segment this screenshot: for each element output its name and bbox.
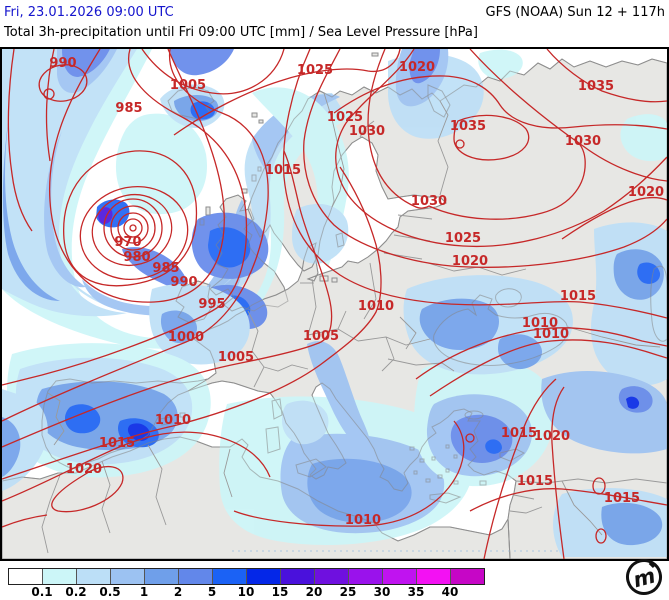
pressure-label: 985 — [115, 101, 142, 116]
logo-circle — [626, 559, 662, 595]
pressure-label: 1010 — [155, 413, 191, 428]
legend-color-cell — [451, 569, 484, 584]
pressure-label: 970 — [114, 235, 141, 250]
legend-threshold: 0.5 — [99, 585, 121, 599]
legend-threshold: 0.2 — [65, 585, 87, 599]
legend-color-cell — [111, 569, 145, 584]
pressure-label: 1010 — [345, 513, 381, 528]
pressure-label: 990 — [170, 275, 197, 290]
legend-color-cell — [247, 569, 281, 584]
pressure-label: 1020 — [628, 185, 664, 200]
legend-threshold: 20 — [305, 585, 323, 599]
pressure-label: 1030 — [349, 124, 385, 139]
pressure-label: 1015 — [501, 426, 537, 441]
legend-color-cell — [315, 569, 349, 584]
legend-color-cell — [349, 569, 383, 584]
pressure-label: 980 — [123, 250, 150, 265]
precipitation-legend-bar — [8, 568, 485, 585]
legend-color-cell — [213, 569, 247, 584]
pressure-label: 1020 — [452, 254, 488, 269]
map-canvas: 990 1005 985 1025 1020 1035 1025 1030 1035 1030 10… — [0, 47, 669, 561]
pressure-label: 1030 — [411, 194, 447, 209]
isobars — [1, 48, 668, 560]
legend-threshold: 15 — [271, 585, 289, 599]
chart-subtitle: Total 3h-precipitation until Fri 09:00 U… — [4, 25, 478, 40]
logo-mark: m — [626, 559, 662, 595]
model-run-label: GFS (NOAA) Sun 12 + 117h — [485, 5, 665, 20]
pressure-label: 1030 — [565, 134, 601, 149]
logo-letter: m — [631, 564, 658, 593]
pressure-label: 985 — [152, 261, 179, 276]
legend-threshold: 40 — [441, 585, 459, 599]
pressure-label: 1015 — [517, 474, 553, 489]
pressure-label: 1020 — [534, 429, 570, 444]
legend-color-cell — [179, 569, 213, 584]
pressure-label: 1015 — [265, 163, 301, 178]
legend-color-cell — [383, 569, 417, 584]
legend-threshold: 25 — [339, 585, 357, 599]
pressure-label: 990 — [49, 56, 76, 71]
pressure-label: 1035 — [450, 119, 486, 134]
pressure-label: 1005 — [170, 78, 206, 93]
pressure-label: 1035 — [578, 79, 614, 94]
legend-threshold: 10 — [237, 585, 255, 599]
pressure-label: 1000 — [168, 330, 204, 345]
legend-threshold: 0.1 — [31, 585, 53, 599]
legend-color-cell — [77, 569, 111, 584]
pressure-label: 1010 — [533, 327, 569, 342]
pressure-label: 1015 — [560, 289, 596, 304]
legend-color-cell — [281, 569, 315, 584]
pressure-label: 1015 — [99, 436, 135, 451]
legend-threshold: 1 — [139, 585, 149, 599]
legend-color-cell — [43, 569, 77, 584]
pressure-label: 995 — [198, 297, 225, 312]
pressure-label: 1010 — [358, 299, 394, 314]
legend-color-cell — [9, 569, 43, 584]
valid-datetime: Fri, 23.01.2026 09:00 UTC — [4, 5, 174, 20]
pressure-label: 1025 — [297, 63, 333, 78]
site-logo: m — [622, 556, 666, 600]
legend-threshold: 35 — [407, 585, 425, 599]
legend-threshold: 2 — [173, 585, 183, 599]
legend-color-cell — [145, 569, 179, 584]
pressure-label: 1005 — [218, 350, 254, 365]
pressure-label: 1020 — [399, 60, 435, 75]
logo-tick — [648, 562, 655, 569]
pressure-label: 1010 — [522, 316, 558, 331]
legend-color-cell — [417, 569, 451, 584]
pressure-label: 1020 — [66, 462, 102, 477]
pressure-label: 1025 — [327, 110, 363, 125]
pressure-label: 1025 — [445, 231, 481, 246]
precipitation-shading — [2, 49, 668, 557]
pressure-label: 1015 — [604, 491, 640, 506]
pressure-label: 1005 — [303, 329, 339, 344]
legend-threshold: 5 — [207, 585, 217, 599]
legend-threshold: 30 — [373, 585, 391, 599]
